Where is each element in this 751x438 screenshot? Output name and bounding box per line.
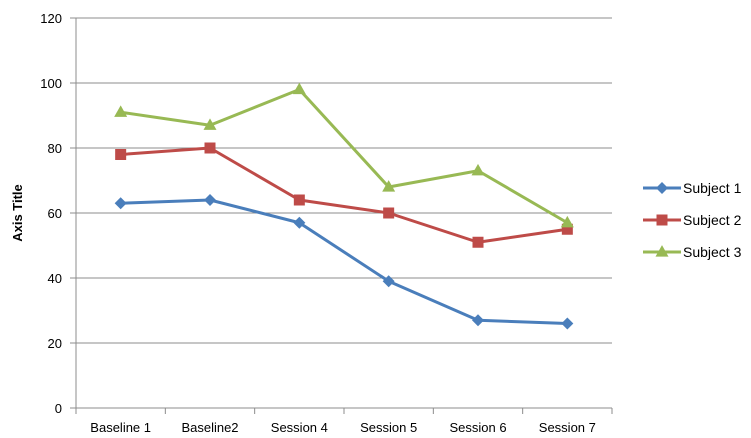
data-point — [114, 197, 127, 210]
data-point — [560, 215, 574, 228]
data-point — [382, 180, 396, 192]
series-line — [119, 198, 569, 325]
data-point — [472, 236, 484, 248]
axes — [70, 17, 613, 414]
legend-label: Subject 1 — [683, 180, 742, 196]
data-point — [204, 194, 216, 206]
series-1 — [114, 194, 574, 330]
data-point — [292, 82, 306, 95]
legend-marker — [656, 182, 668, 194]
legend: Subject 1 Subject 2 Subject 3 — [643, 180, 742, 260]
data-point — [204, 142, 216, 154]
series-lines — [114, 82, 574, 330]
data-point — [561, 223, 573, 235]
y-tick-labels: 0 20 40 60 80 100 120 — [40, 11, 62, 416]
x-tick-label: Session 4 — [271, 420, 328, 435]
x-tick-label: Session 5 — [360, 420, 417, 435]
legend-item: Subject 3 — [643, 244, 742, 260]
data-point — [471, 163, 485, 176]
y-axis-title: Axis Title — [10, 184, 25, 242]
x-tick-labels: Baseline 1 Baseline2 Session 4 Session 5 Ses… — [90, 420, 596, 435]
legend-label: Subject 3 — [683, 244, 742, 260]
data-point — [293, 194, 305, 206]
data-point — [382, 275, 395, 288]
data-point — [383, 207, 395, 219]
legend-label: Subject 2 — [683, 212, 742, 228]
series-3 — [114, 82, 574, 228]
data-point — [561, 317, 574, 330]
grid-lines — [76, 17, 612, 344]
y-tick-label: 40 — [48, 271, 62, 286]
data-point — [115, 149, 127, 160]
legend-marker — [655, 245, 669, 257]
legend-item: Subject 1 — [643, 180, 742, 196]
legend-item: Subject 2 — [643, 212, 742, 228]
y-tick-label: 60 — [48, 206, 62, 221]
data-point — [472, 314, 484, 327]
data-point — [293, 216, 306, 229]
series-line — [119, 88, 569, 225]
x-tick-label: Baseline 1 — [90, 420, 151, 435]
x-tick-label: Session 7 — [539, 420, 596, 435]
x-tick-label: Baseline2 — [181, 420, 238, 435]
y-tick-label: 100 — [40, 76, 62, 91]
y-tick-label: 120 — [40, 11, 62, 26]
series-2 — [115, 142, 573, 248]
data-point — [114, 105, 128, 117]
y-tick-label: 20 — [48, 336, 62, 351]
x-tick-label: Session 6 — [449, 420, 506, 435]
series-line — [119, 146, 569, 244]
y-tick-label: 0 — [55, 401, 62, 416]
y-tick-label: 80 — [48, 141, 62, 156]
data-point — [203, 118, 217, 130]
legend-marker — [656, 214, 668, 226]
